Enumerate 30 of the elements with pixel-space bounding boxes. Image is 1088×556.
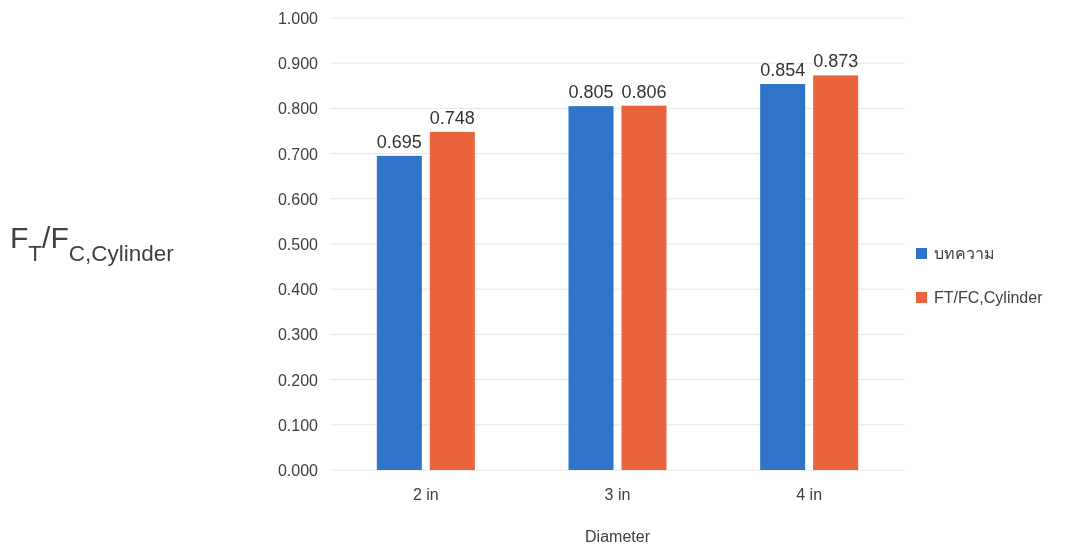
x-axis-title: Diameter xyxy=(585,528,651,545)
x-tick-label: 2 in xyxy=(412,486,439,503)
data-label: 0.806 xyxy=(621,81,667,102)
y-tick-label: 0.600 xyxy=(277,190,319,208)
bar xyxy=(760,83,806,470)
y-tick-label: 0.000 xyxy=(277,462,319,479)
bar xyxy=(813,75,859,470)
data-label: 0.695 xyxy=(376,131,422,152)
y-tick-label: 0.700 xyxy=(277,145,319,163)
data-label: 0.805 xyxy=(568,82,614,103)
bar xyxy=(429,131,475,470)
legend-label: บทความ xyxy=(934,245,995,262)
y-tick-label: 0.900 xyxy=(277,55,319,73)
y-axis-title: F$_{T}$/F$_{C,Cylinder}$ xyxy=(10,221,175,266)
bar xyxy=(621,105,667,470)
data-label: 0.748 xyxy=(429,107,475,128)
y-tick-label: 0.100 xyxy=(277,416,319,434)
y-tick-label: 0.500 xyxy=(277,236,319,253)
y-tick-label: 0.300 xyxy=(277,326,319,344)
legend-label: FT/FC,Cylinder xyxy=(934,289,1044,306)
y-tick-label: 0.800 xyxy=(277,100,319,118)
x-tick-label: 4 in xyxy=(796,486,823,503)
y-tick-label: 1.000 xyxy=(277,10,319,27)
bar xyxy=(568,106,614,470)
data-label: 0.873 xyxy=(813,51,859,72)
y-tick-label: 0.400 xyxy=(277,281,319,299)
y-tick-label: 0.200 xyxy=(277,371,319,389)
bar xyxy=(376,155,422,470)
x-tick-label: 3 in xyxy=(604,486,631,503)
data-label: 0.854 xyxy=(760,59,806,80)
